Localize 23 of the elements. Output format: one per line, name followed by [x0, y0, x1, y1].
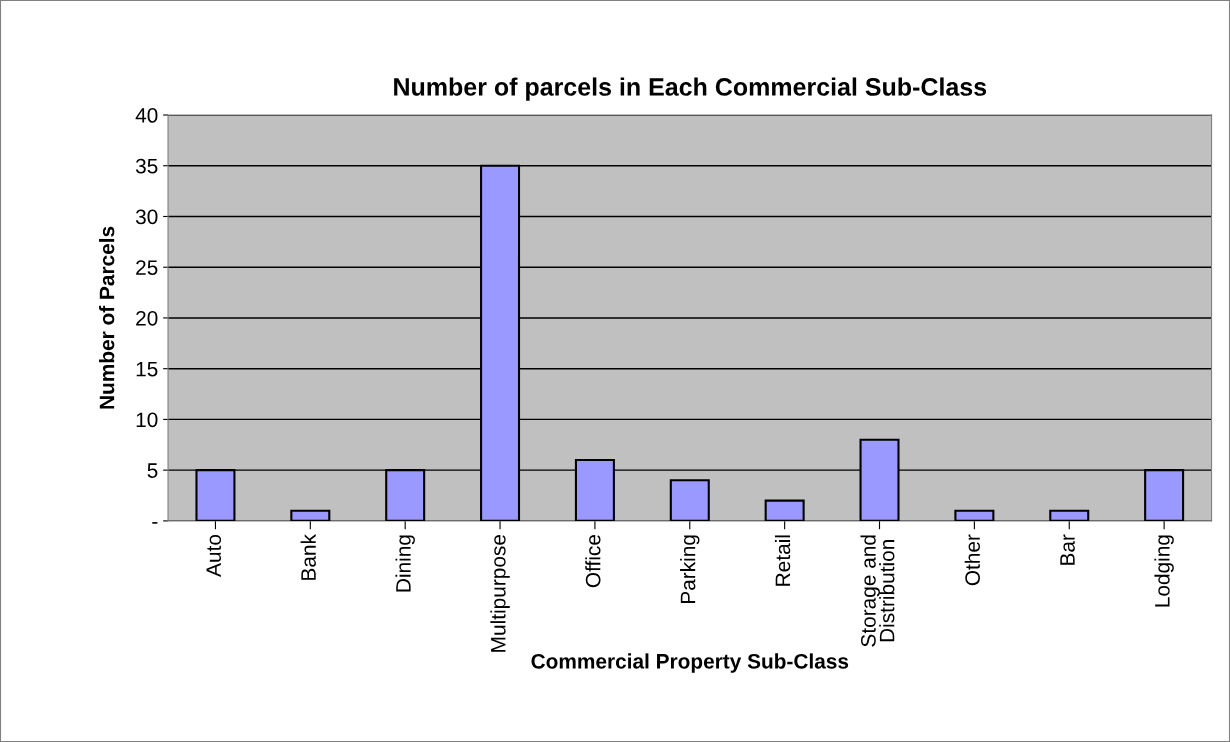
- y-tick-label: 30: [135, 209, 158, 225]
- y-tick-label: 10: [136, 412, 158, 428]
- x-tick-label: Other: [964, 534, 980, 586]
- y-tick-label: 35: [135, 158, 158, 174]
- x-tick-label: Office: [585, 535, 601, 588]
- x-tick-label: Dining: [395, 535, 415, 592]
- x-tick-label: Storage and Distribution: [860, 535, 895, 647]
- y-axis-title: Number of Parcels: [99, 226, 115, 409]
- y-tick-label: 25: [136, 260, 158, 275]
- x-tick-label: Bar: [1060, 534, 1075, 565]
- chart-title: Number of parcels in Each Commercial Sub-Class: [394, 77, 987, 101]
- x-tick-label: Auto: [206, 534, 222, 577]
- y-tick-label: 40: [135, 108, 158, 123]
- y-tick-label: 5: [147, 463, 158, 478]
- x-tick-label: Lodging: [1154, 535, 1174, 607]
- x-tick-label: Bank: [300, 534, 316, 580]
- x-tick-label: Parking: [680, 535, 700, 603]
- y-tick-label: 20: [136, 310, 158, 326]
- y-tick-label: 15: [136, 361, 158, 377]
- x-tick-label: Retail: [774, 535, 791, 586]
- x-tick-label: Multipurpose: [490, 535, 510, 652]
- y-tick-label: -: [152, 522, 158, 524]
- x-axis-title: Commercial Property Sub-Class: [531, 653, 849, 673]
